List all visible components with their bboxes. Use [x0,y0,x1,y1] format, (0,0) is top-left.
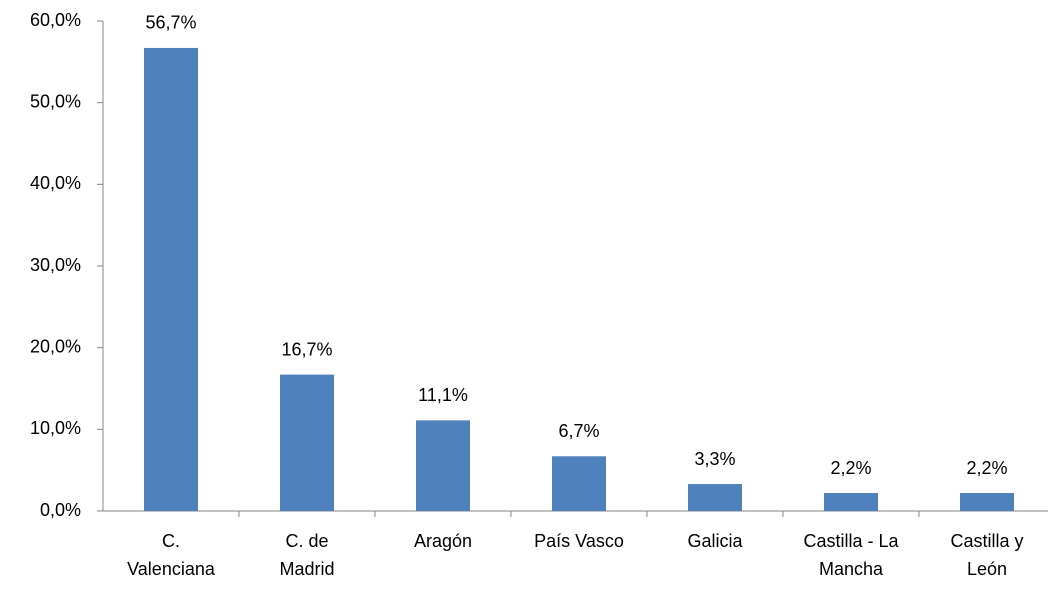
y-tick-label: 20,0% [30,336,81,356]
data-label: 2,2% [830,458,871,478]
data-label: 3,3% [694,449,735,469]
bar [688,484,742,511]
x-tick-label: C. de Madrid [279,531,335,579]
x-tick-label: Castilla y León [950,531,1024,579]
y-tick-label: 30,0% [30,255,81,275]
y-tick-label: 10,0% [30,418,81,438]
y-tick-label: 0,0% [40,500,81,520]
data-label: 56,7% [145,13,196,33]
x-tick-label: Galicia [687,531,743,551]
bar [824,493,878,511]
bar [552,456,606,511]
y-tick-label: 60,0% [30,10,81,30]
bar [960,493,1014,511]
bar [144,47,198,511]
y-tick-label: 40,0% [30,173,81,193]
x-tick-label: C. Valenciana [127,531,215,579]
data-label: 2,2% [966,458,1007,478]
bar [416,420,470,511]
x-tick-label: Castilla - La Mancha [803,531,899,579]
data-label: 11,1% [418,385,468,405]
y-tick-label: 50,0% [30,91,81,111]
x-tick-label: Aragón [413,531,473,551]
bar [280,374,334,511]
data-label: 16,7% [281,339,332,359]
x-tick-label: País Vasco [534,531,624,551]
data-label: 6,7% [558,421,599,441]
